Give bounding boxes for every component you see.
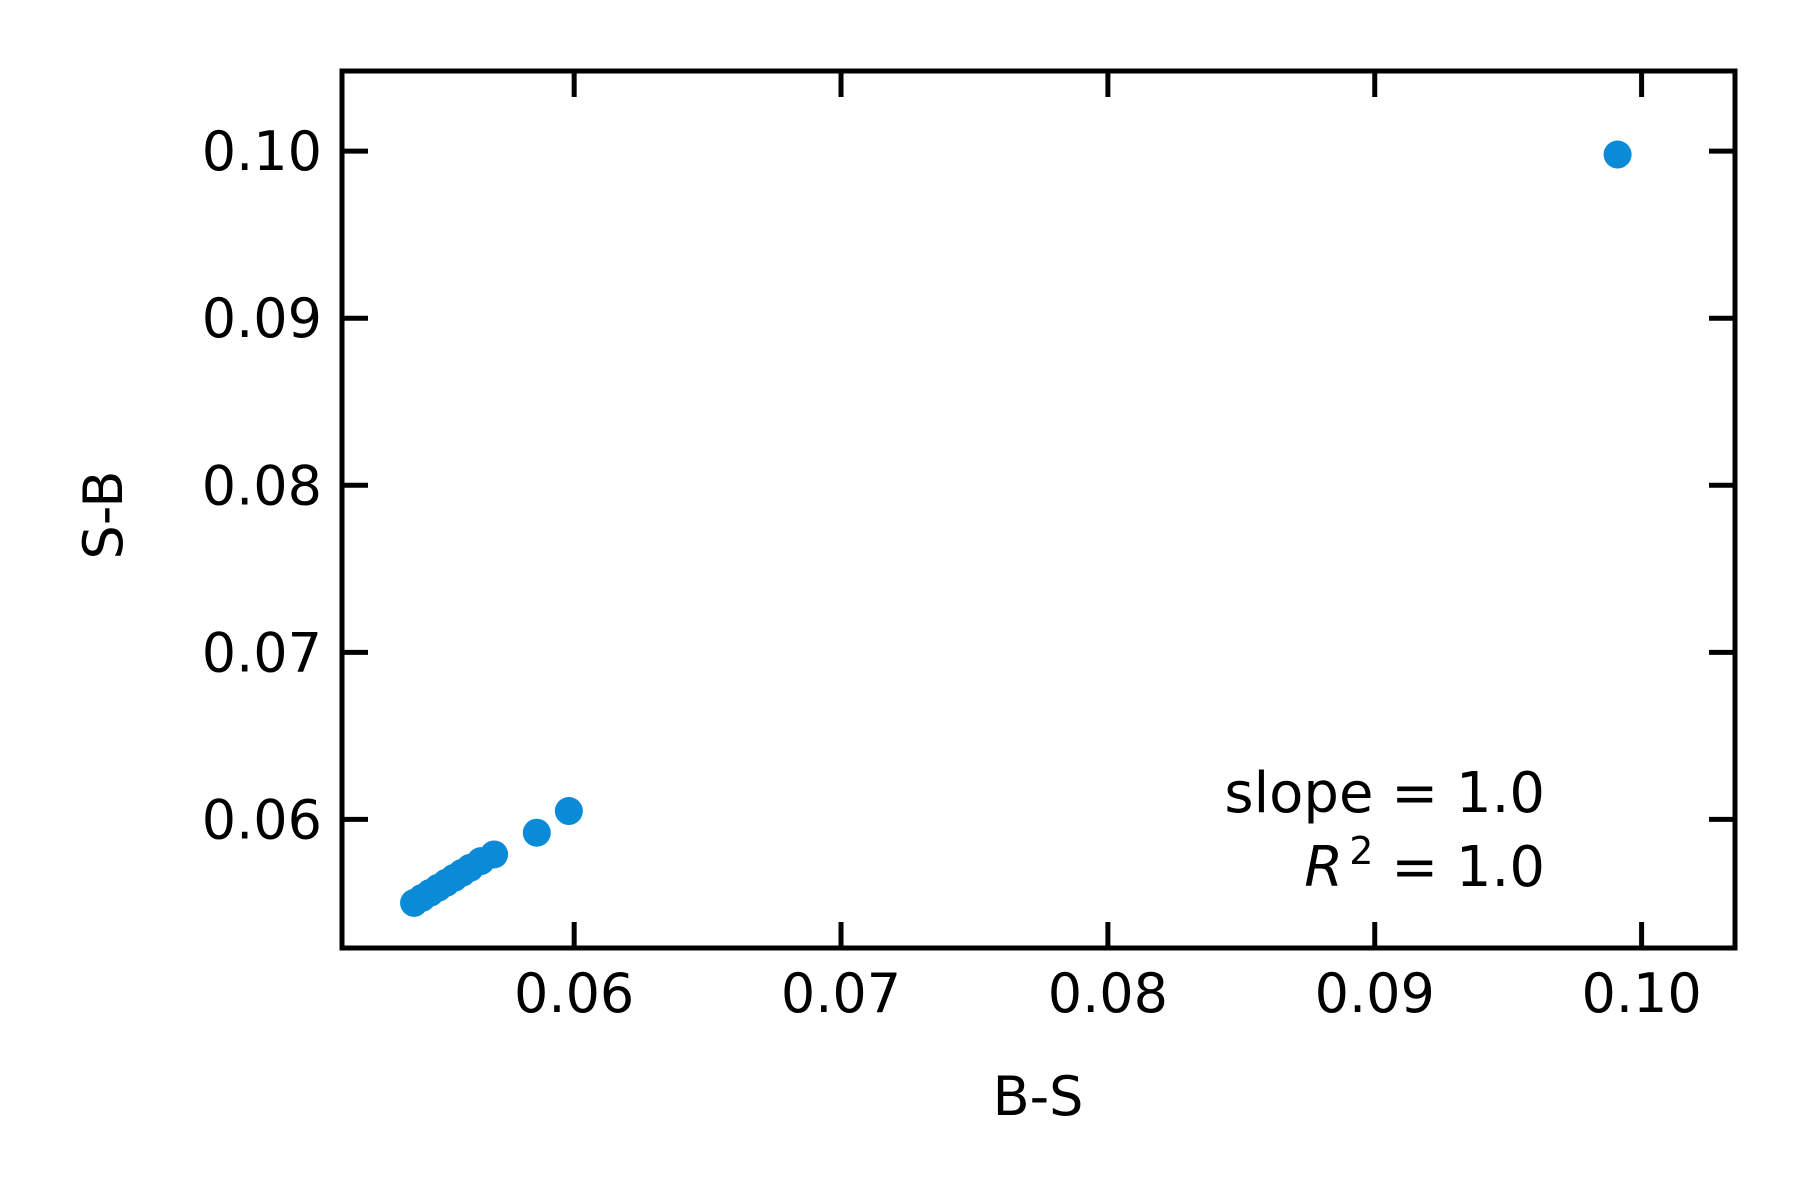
- axis-tick-labels: 0.06 0.07 0.08 0.09 0.10 0.06 0.07 0.08 0.09 0.10: [202, 120, 1702, 1025]
- x-tick-label: 0.06: [514, 962, 634, 1025]
- x-tick-label: 0.07: [781, 962, 901, 1025]
- y-tick-label: 0.06: [202, 788, 322, 851]
- data-point: [480, 840, 509, 869]
- data-point: [554, 797, 583, 826]
- y-tick-label: 0.08: [202, 454, 322, 517]
- data-points: [400, 140, 1632, 917]
- x-tick-label: 0.08: [1048, 962, 1168, 1025]
- y-tick-label: 0.09: [202, 287, 322, 350]
- axis-ticks: [342, 71, 1735, 948]
- r-squared-letter: R: [1304, 835, 1343, 900]
- r-squared-exponent: 2: [1349, 829, 1373, 873]
- data-point: [1603, 140, 1632, 169]
- y-tick-label: 0.10: [202, 120, 322, 183]
- y-axis-label: S-B: [72, 471, 135, 560]
- slope-annotation: slope = 1.0: [1224, 761, 1545, 826]
- x-tick-label: 0.09: [1315, 962, 1435, 1025]
- r-squared-value: = 1.0: [1373, 835, 1545, 900]
- data-point: [522, 818, 551, 847]
- x-axis-label: B-S: [993, 1065, 1084, 1128]
- x-tick-label: 0.10: [1581, 962, 1701, 1025]
- plot-frame: [339, 68, 1738, 951]
- y-tick-label: 0.07: [202, 621, 322, 684]
